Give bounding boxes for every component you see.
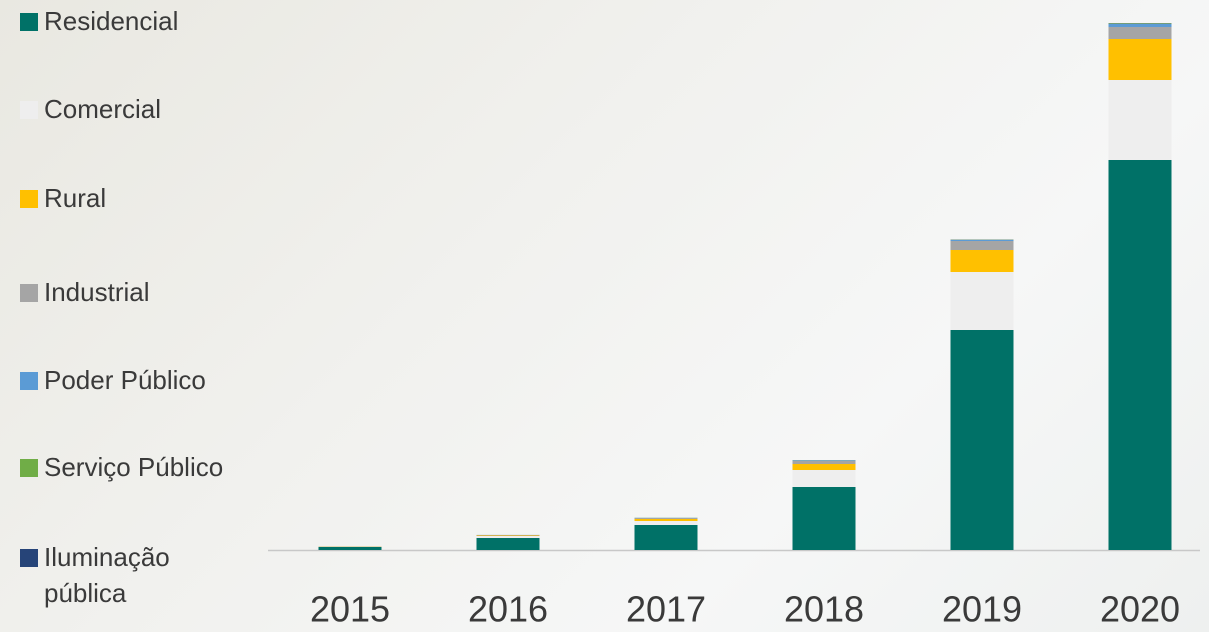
legend-swatch <box>20 101 38 119</box>
x-tick-label: 2016 <box>468 589 548 630</box>
bar-segment <box>477 536 540 538</box>
legend-item: Serviço Público <box>20 449 250 485</box>
bar-segment <box>1109 39 1172 80</box>
legend-label: Rural <box>44 180 234 216</box>
legend-item: Industrial <box>20 274 250 310</box>
bar-segment <box>319 547 382 550</box>
legend-label: Industrial <box>44 274 234 310</box>
legend-label: Serviço Público <box>44 449 234 485</box>
bar-segment <box>793 464 856 470</box>
legend-label: Comercial <box>44 91 234 127</box>
bar-segment <box>319 547 382 548</box>
bar-segment <box>635 518 698 519</box>
legend-label: Poder Público <box>44 362 234 398</box>
legend-swatch <box>20 284 38 302</box>
bar-segment <box>951 330 1014 550</box>
bar-segment <box>635 519 698 521</box>
legend-swatch <box>20 13 38 31</box>
bar-segment <box>1109 27 1172 39</box>
bar-segment <box>1109 160 1172 550</box>
legend-item: Comercial <box>20 91 250 127</box>
x-tick-label: 2017 <box>626 589 706 630</box>
x-tick-label: 2015 <box>310 589 390 630</box>
x-tick-label: 2018 <box>784 589 864 630</box>
bar-segment <box>793 461 856 462</box>
page: {"chart_data": {"type": "stacked-bar", "… <box>0 0 1209 632</box>
bar-segment <box>1109 24 1172 27</box>
bar-segment <box>635 525 698 550</box>
legend-item: Residencial <box>20 3 250 39</box>
bar-segment <box>793 470 856 487</box>
legend-swatch <box>20 372 38 390</box>
bar-segment <box>477 538 540 550</box>
legend-swatch <box>20 549 38 567</box>
legend-label: Iluminação pública <box>44 539 219 611</box>
bar-segment <box>635 521 698 525</box>
bar-segment <box>1109 24 1172 25</box>
legend-label: Residencial <box>44 3 234 39</box>
bar-segment <box>951 240 1014 241</box>
legend-swatch <box>20 190 38 208</box>
legend-item: Iluminação pública <box>20 539 250 611</box>
x-tick-label: 2020 <box>1100 589 1180 630</box>
legend-item: Rural <box>20 180 250 216</box>
bar-segment <box>477 536 540 537</box>
bar-segment <box>1109 80 1172 160</box>
bar-segment <box>793 487 856 550</box>
bar-segment <box>951 250 1014 272</box>
x-tick-label: 2019 <box>942 589 1022 630</box>
bar-segment <box>793 461 856 464</box>
bar-segment <box>951 241 1014 250</box>
bar-segment <box>951 272 1014 330</box>
legend-item: Poder Público <box>20 362 250 398</box>
legend-swatch <box>20 459 38 477</box>
bar-segment <box>477 535 540 536</box>
